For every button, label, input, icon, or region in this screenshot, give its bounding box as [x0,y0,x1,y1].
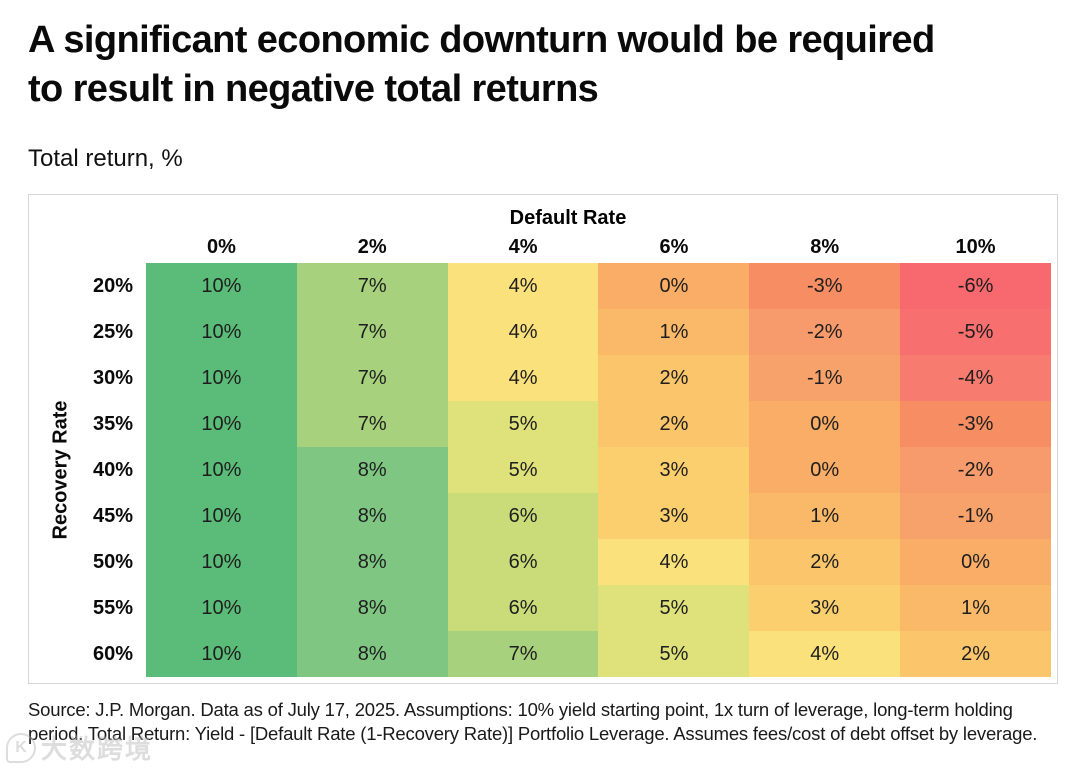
heatmap-cell: 8% [296,630,448,677]
heatmap-cell: -1% [749,354,901,401]
heatmap-cell: 8% [296,584,448,631]
heatmap-cell: 7% [296,262,448,309]
heatmap-cell: 1% [900,584,1051,631]
heatmap-cell: 8% [296,446,448,493]
column-header: 2% [357,235,387,258]
heatmap-cell: 10% [146,446,297,493]
heatmap-cell: 4% [447,262,599,309]
source-note: Source: J.P. Morgan. Data as of July 17,… [28,698,1038,745]
column-header: 0% [206,235,236,258]
heatmap-cell: 10% [146,584,297,631]
heatmap-cell: 10% [146,492,297,539]
heatmap-cell: -1% [900,492,1051,539]
column-axis-label: Default Rate [509,206,627,229]
heatmap-cell: 3% [749,584,901,631]
heatmap-cell: 6% [447,492,599,539]
heatmap-cell: 4% [598,538,750,585]
heatmap-cell: -2% [749,308,901,355]
heatmap-cell: 0% [749,446,901,493]
heatmap-cell: -4% [900,354,1051,401]
heatmap-cell: 6% [447,584,599,631]
corner-cell [29,235,146,263]
row-label: 60% [29,630,146,677]
heatmap-cell: 3% [598,446,750,493]
chart-subtitle: Total return, % [28,144,183,172]
heatmap-cell: 4% [447,354,599,401]
heatmap-cell: -6% [900,262,1051,309]
heatmap-cell: 10% [146,630,297,677]
heatmap-cell: 4% [749,630,901,677]
heatmap-cell: 0% [900,538,1051,585]
heatmap-cell: 2% [598,354,750,401]
heatmap-cell: 8% [296,492,448,539]
row-label: 40% [29,446,146,493]
heatmap-cell: 2% [749,538,901,585]
heatmap-cell: 2% [598,400,750,447]
heatmap-cell: 7% [296,354,448,401]
heatmap-cell: 10% [146,400,297,447]
heatmap-cell: 0% [598,262,750,309]
row-label: 20% [29,262,146,309]
heatmap-cell: 10% [146,538,297,585]
heatmap-cell: -5% [900,308,1051,355]
heatmap-cell: 0% [749,400,901,447]
heatmap-cell: -2% [900,446,1051,493]
heatmap-cell: 1% [749,492,901,539]
heatmap-cell: 8% [296,538,448,585]
heatmap-cell: 1% [598,308,750,355]
column-header: 8% [810,235,840,258]
page-title: A significant economic downturn would be… [28,16,1052,115]
heatmap-cell: 2% [900,630,1051,677]
row-label: 25% [29,308,146,355]
heatmap-cell: 5% [447,400,599,447]
column-header: 4% [508,235,538,258]
row-label: 45% [29,492,146,539]
row-axis-label: Recovery Rate [49,400,72,540]
row-label: 50% [29,538,146,585]
heatmap-cell: -3% [900,400,1051,447]
heatmap-panel: Default Rate 0% 2% 4% 6% 8% 10% 20% 10% 7% 4% 0% -3… [28,193,1058,684]
heatmap-cell: 5% [598,630,750,677]
page-title-line2: to result in negative total returns [28,68,599,111]
heatmap-cell: 7% [296,308,448,355]
heatmap-cell: 4% [447,308,599,355]
row-label: 35% [29,400,146,447]
column-header: 10% [955,235,996,258]
heatmap-cell: 7% [447,630,599,677]
heatmap-cell: 6% [447,538,599,585]
heatmap-cell: 7% [296,400,448,447]
column-header: 6% [659,235,689,258]
heatmap-cell: 10% [146,308,297,355]
page-title-line1: A significant economic downturn would be… [28,19,935,61]
heatmap-cell: 3% [598,492,750,539]
heatmap-cell: 10% [146,262,297,309]
heatmap-grid: 0% 2% 4% 6% 8% 10% 20% 10% 7% 4% 0% -3% -6% 25% 10% 7% 4… [29,235,1051,677]
heatmap-cell: 5% [447,446,599,493]
heatmap-cell: 5% [598,584,750,631]
row-label: 55% [29,584,146,631]
row-label: 30% [29,354,146,401]
heatmap-cell: -3% [749,262,901,309]
heatmap-cell: 10% [146,354,297,401]
